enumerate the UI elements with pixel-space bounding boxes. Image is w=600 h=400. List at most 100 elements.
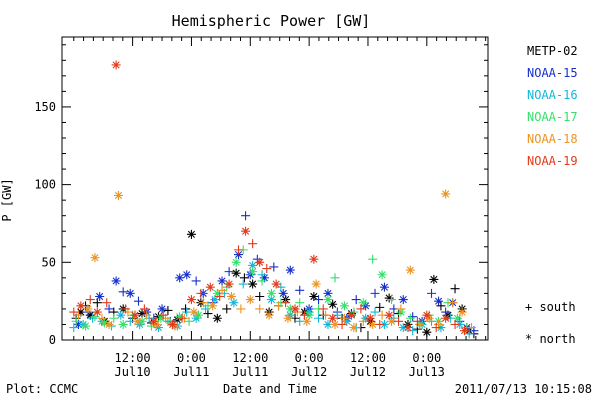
point-noaa-19 [205, 282, 215, 292]
point-noaa-16 [116, 310, 126, 320]
point-metp-02 [248, 279, 258, 289]
point-noaa-15 [408, 312, 418, 322]
point-noaa-19 [271, 279, 281, 289]
point-noaa-18 [302, 316, 312, 326]
point-noaa-19 [384, 310, 394, 320]
point-noaa-16 [78, 319, 88, 329]
point-metp-02 [450, 284, 460, 294]
point-noaa-15 [234, 250, 244, 260]
point-noaa-19 [309, 254, 319, 264]
point-noaa-16 [229, 298, 239, 308]
x-tick-date-label: Jul12 [350, 365, 386, 379]
x-tick-date-label: Jul10 [115, 365, 151, 379]
point-metp-02 [212, 313, 222, 323]
point-noaa-19 [262, 264, 272, 274]
point-noaa-19 [299, 310, 309, 320]
point-noaa-15 [125, 288, 135, 298]
point-noaa-16 [370, 307, 380, 317]
point-noaa-15 [73, 319, 83, 329]
point-noaa-16 [464, 329, 474, 339]
point-noaa-17 [165, 318, 175, 328]
point-noaa-18 [198, 298, 208, 308]
point-noaa-16 [379, 319, 389, 329]
point-noaa-19 [375, 319, 385, 329]
legend-entry-noaa-15: NOAA-15 [527, 66, 578, 80]
point-metp-02 [394, 309, 404, 319]
point-noaa-19 [69, 307, 79, 317]
point-noaa-15 [217, 276, 227, 286]
point-metp-02 [92, 298, 102, 308]
point-noaa-15 [111, 276, 121, 286]
legend-entry-noaa-18: NOAA-18 [527, 132, 578, 146]
point-noaa-16 [106, 321, 116, 331]
symbol-legend-north: * north [525, 332, 576, 346]
point-noaa-17 [71, 316, 81, 326]
point-noaa-17 [377, 270, 387, 280]
point-noaa-15 [175, 273, 185, 283]
point-noaa-16 [276, 282, 286, 292]
point-noaa-18 [387, 316, 397, 326]
point-noaa-16 [361, 313, 371, 323]
point-noaa-16 [323, 319, 333, 329]
legend-entry-metp-02: METP-02 [527, 44, 578, 58]
point-noaa-19 [281, 298, 291, 308]
point-noaa-16 [455, 319, 465, 329]
x-tick-time-label: 12:00 [232, 351, 268, 365]
point-noaa-19 [441, 313, 451, 323]
point-noaa-19 [168, 319, 178, 329]
point-noaa-17 [387, 295, 397, 305]
footer-timestamp: 2011/07/13 10:15:08 [455, 382, 592, 396]
plot-frame [61, 36, 489, 341]
point-noaa-16 [248, 260, 258, 270]
point-noaa-19 [248, 239, 258, 249]
point-noaa-17 [118, 319, 128, 329]
point-noaa-15 [269, 262, 279, 272]
point-noaa-15 [427, 288, 437, 298]
point-noaa-17 [330, 273, 340, 283]
x-tick-date-label: Jul11 [232, 365, 268, 379]
y-tick-label: 0 [49, 333, 56, 347]
point-noaa-16 [436, 323, 446, 333]
point-noaa-19 [337, 319, 347, 329]
footer-plot-credit: Plot: CCMC [6, 382, 78, 396]
point-noaa-17 [231, 257, 241, 267]
chart-title: Hemispheric Power [GW] [172, 12, 371, 30]
legend-entry-noaa-16: NOAA-16 [527, 88, 578, 102]
point-noaa-18 [264, 310, 274, 320]
point-noaa-15 [182, 270, 192, 280]
point-metp-02 [76, 307, 86, 317]
point-metp-02 [255, 291, 265, 301]
point-noaa-19 [224, 279, 234, 289]
legend-entry-noaa-17: NOAA-17 [527, 110, 578, 124]
point-noaa-19 [85, 295, 95, 305]
point-noaa-17 [295, 298, 305, 308]
point-noaa-16 [88, 313, 98, 323]
point-noaa-18 [330, 319, 340, 329]
point-noaa-19 [459, 326, 469, 336]
point-noaa-19 [356, 304, 366, 314]
x-axis-label: Date and Time [223, 382, 317, 396]
point-noaa-17 [175, 312, 185, 322]
point-noaa-19 [196, 288, 206, 298]
point-noaa-18 [457, 307, 467, 317]
point-noaa-17 [452, 313, 462, 323]
point-noaa-17 [156, 313, 166, 323]
point-noaa-19 [215, 291, 225, 301]
point-noaa-17 [257, 276, 267, 286]
point-noaa-19 [365, 313, 375, 323]
point-noaa-15 [285, 265, 295, 275]
point-metp-02 [328, 299, 338, 309]
point-noaa-17 [323, 295, 333, 305]
x-tick-time-label: 0:00 [412, 351, 441, 365]
point-noaa-17 [248, 267, 258, 277]
point-metp-02 [186, 229, 196, 239]
x-tick-time-label: 12:00 [350, 351, 386, 365]
point-noaa-17 [137, 316, 147, 326]
point-metp-02 [429, 274, 439, 284]
point-noaa-18 [405, 265, 415, 275]
point-noaa-16 [266, 295, 276, 305]
point-metp-02 [222, 304, 232, 314]
point-noaa-18 [73, 310, 83, 320]
point-noaa-19 [186, 295, 196, 305]
